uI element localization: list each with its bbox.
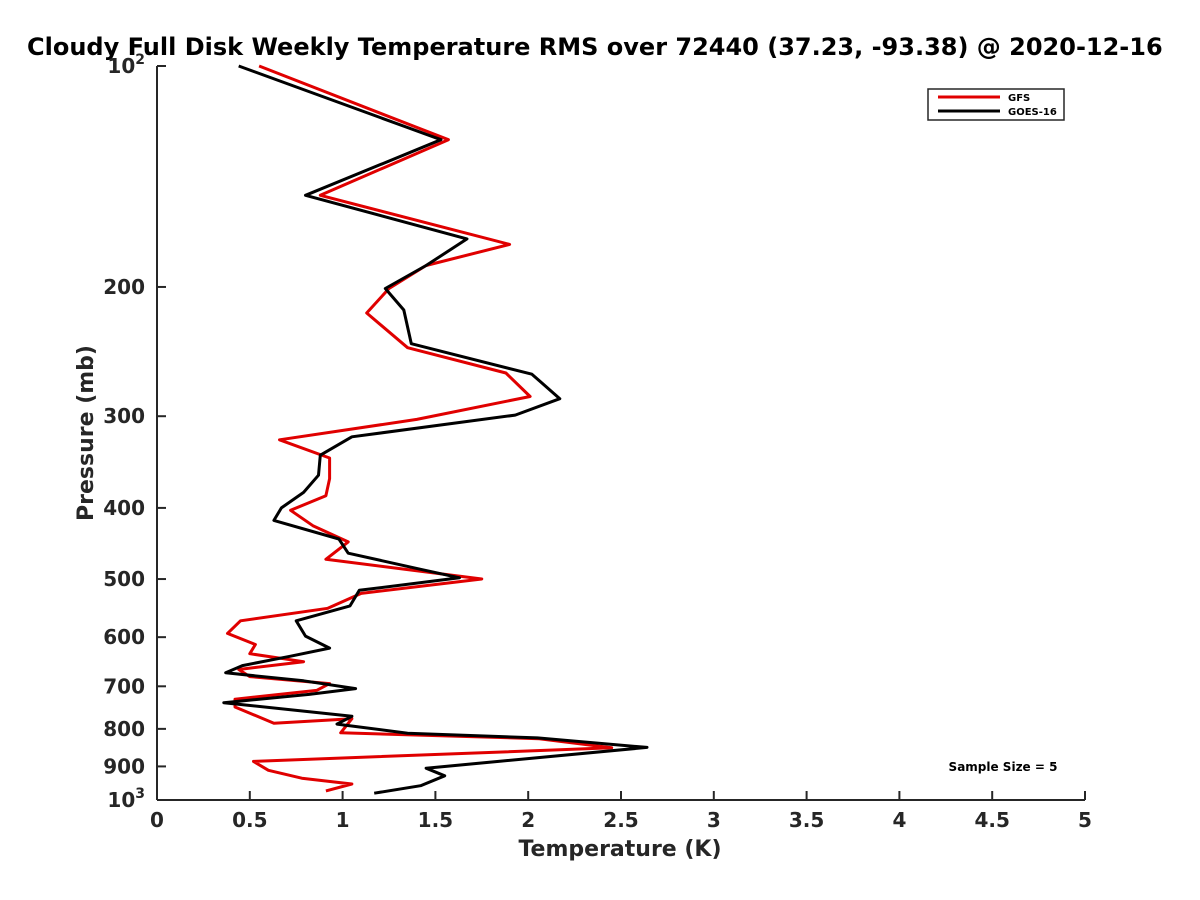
x-tick-label: 1.5 xyxy=(418,808,453,832)
x-tick-label: 3 xyxy=(707,808,721,832)
x-tick-label: 0 xyxy=(150,808,164,832)
x-tick-label: 2.5 xyxy=(603,808,638,832)
y-axis-ticks: 102 200 300 400 500 600 700 800 900 103 xyxy=(103,52,166,812)
axes xyxy=(156,66,1085,801)
series-line-goes-16 xyxy=(222,64,649,795)
x-axis-label: Temperature (K) xyxy=(518,837,721,862)
y-tick-label: 103 xyxy=(107,786,145,812)
chart-title: Cloudy Full Disk Weekly Temperature RMS … xyxy=(27,33,1163,61)
y-tick-label: 800 xyxy=(103,717,145,741)
y-tick-label: 500 xyxy=(103,567,145,591)
x-tick-label: 2 xyxy=(521,808,535,832)
series-line-gfs xyxy=(226,64,614,793)
legend-entry: GFS xyxy=(1008,93,1030,104)
x-tick-label: 5 xyxy=(1078,808,1092,832)
x-tick-label: 3.5 xyxy=(789,808,824,832)
y-tick-label: 200 xyxy=(103,275,145,299)
legend-entry: GOES-16 xyxy=(1008,107,1057,118)
y-tick-label: 700 xyxy=(103,674,145,698)
y-axis-label: Pressure (mb) xyxy=(74,345,99,521)
sample-size-annotation: Sample Size = 5 xyxy=(949,760,1058,774)
y-tick-label: 600 xyxy=(103,625,145,649)
legend-box xyxy=(927,88,1065,121)
x-tick-label: 1 xyxy=(336,808,350,832)
x-tick-label: 4 xyxy=(892,808,906,832)
y-tick-label: 102 xyxy=(107,52,145,78)
series-layer xyxy=(222,64,649,795)
y-tick-label: 300 xyxy=(103,404,145,428)
x-tick-label: 0.5 xyxy=(232,808,267,832)
legend: GFS GOES-16 xyxy=(927,88,1065,121)
y-tick-label: 400 xyxy=(103,496,145,520)
y-tick-label: 900 xyxy=(103,754,145,778)
x-tick-label: 4.5 xyxy=(974,808,1009,832)
x-axis-ticks: 0 0.5 1 1.5 2 2.5 3 3.5 4 4.5 5 xyxy=(150,791,1092,832)
